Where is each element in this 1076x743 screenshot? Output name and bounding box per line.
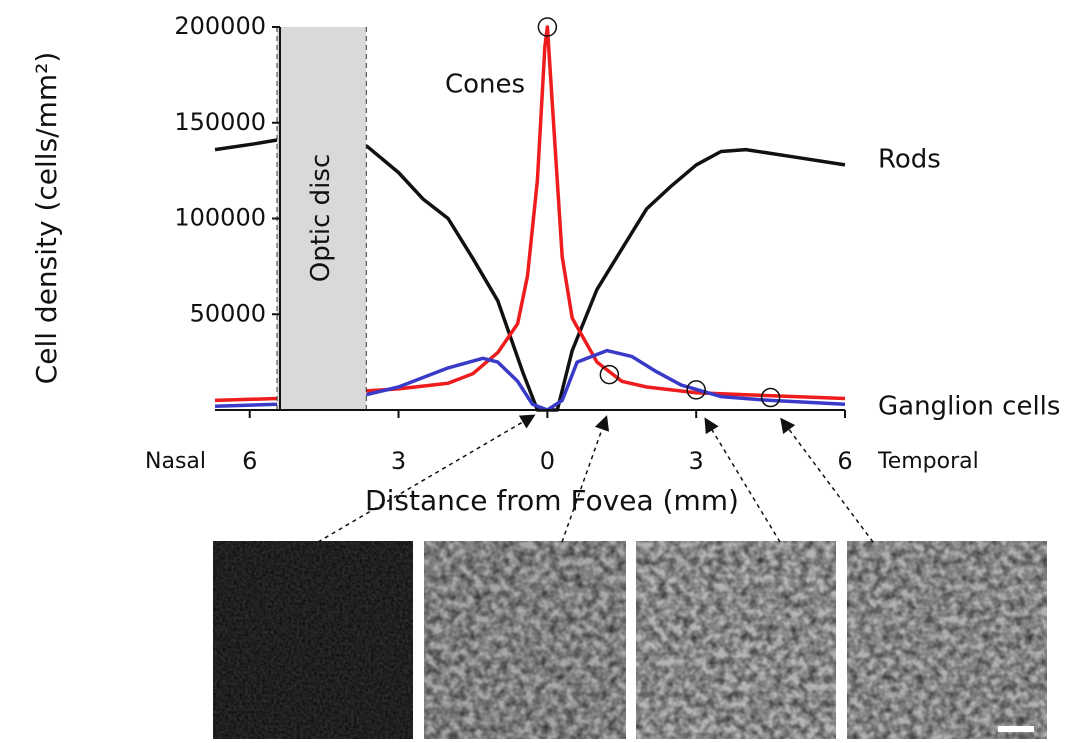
y-axis-label: Cell density (cells/mm²) (30, 52, 63, 385)
sample-marker (760, 387, 781, 408)
x-tick-label: 6 (837, 447, 852, 475)
series-label: Rods (878, 145, 941, 175)
scale-bar (998, 726, 1034, 732)
micrograph-texture (213, 541, 413, 739)
temporal-label: Temporal (877, 449, 979, 474)
x-tick-label: 0 (540, 447, 555, 475)
sample-marker (599, 364, 620, 385)
y-tick-label: 150000 (174, 108, 266, 136)
arrow (704, 417, 781, 543)
arrow (780, 417, 874, 543)
region-label: Optic disc (306, 154, 336, 283)
series-line (214, 138, 846, 412)
y-tick-label: 100000 (174, 204, 266, 232)
series-label: Cones (445, 70, 525, 100)
sample-marker (537, 17, 558, 37)
micrographs (213, 541, 1047, 739)
micrograph-texture (636, 541, 836, 739)
series-label: Ganglion cells (878, 392, 1060, 422)
sample-marker (686, 380, 706, 400)
x-tick-label: 3 (689, 447, 704, 475)
optic-disc-region (277, 27, 367, 410)
micrograph-texture (847, 541, 1047, 739)
nasal-label: Nasal (145, 449, 206, 474)
micrograph-texture (424, 541, 626, 739)
y-tick-label: 200000 (174, 12, 266, 40)
arrow (561, 415, 610, 543)
x-tick-label: 6 (242, 447, 257, 475)
arrow (317, 414, 536, 543)
pointer-arrows (317, 414, 874, 543)
plot: Optic disc 50000 100000 150000 200000 6 3 0 3 6 (174, 12, 852, 475)
y-tick-label: 50000 (190, 299, 266, 327)
x-tick-label: 3 (391, 447, 406, 475)
x-axis-label: Distance from Fovea (mm) (365, 484, 739, 517)
